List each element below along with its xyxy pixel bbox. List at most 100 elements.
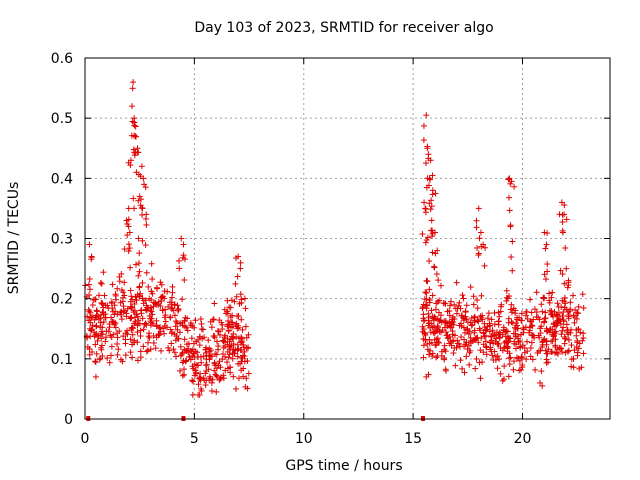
data-point bbox=[229, 350, 236, 357]
data-point bbox=[505, 194, 512, 201]
data-point bbox=[507, 354, 514, 361]
data-point bbox=[177, 367, 184, 374]
data-point bbox=[127, 287, 134, 294]
y-tick-label: 0.3 bbox=[51, 232, 73, 248]
data-point bbox=[100, 269, 107, 276]
data-point bbox=[131, 122, 138, 129]
data-point bbox=[544, 268, 551, 275]
data-point bbox=[533, 313, 540, 320]
data-point bbox=[458, 312, 465, 319]
data-point bbox=[99, 301, 106, 308]
data-point bbox=[165, 303, 172, 310]
data-point bbox=[119, 294, 126, 301]
data-point bbox=[227, 304, 234, 311]
data-point bbox=[126, 245, 133, 252]
data-point bbox=[464, 325, 471, 332]
data-point bbox=[518, 317, 525, 324]
data-point bbox=[426, 258, 433, 265]
data-point bbox=[176, 329, 183, 336]
data-point bbox=[437, 317, 444, 324]
data-point bbox=[128, 293, 135, 300]
data-point bbox=[459, 292, 466, 299]
data-point bbox=[206, 373, 213, 380]
data-point bbox=[182, 314, 189, 321]
data-point bbox=[208, 387, 215, 394]
x-tick-label: 15 bbox=[404, 431, 422, 447]
data-point bbox=[234, 341, 241, 348]
data-point bbox=[235, 360, 242, 367]
data-point bbox=[203, 346, 210, 353]
data-point bbox=[524, 338, 531, 345]
data-point bbox=[124, 220, 131, 227]
data-point bbox=[136, 250, 143, 257]
data-point bbox=[121, 279, 128, 286]
data-point bbox=[114, 285, 121, 292]
data-point bbox=[456, 340, 463, 347]
data-point bbox=[450, 321, 457, 328]
data-point bbox=[544, 230, 551, 237]
data-point bbox=[195, 336, 202, 343]
data-point bbox=[557, 320, 564, 327]
data-point bbox=[463, 353, 470, 360]
data-point bbox=[474, 297, 481, 304]
data-point bbox=[119, 358, 126, 365]
data-point bbox=[580, 330, 587, 337]
x-tick-label: 5 bbox=[190, 431, 199, 447]
data-point bbox=[198, 359, 205, 366]
data-point bbox=[196, 333, 203, 340]
data-point bbox=[182, 256, 189, 263]
data-point bbox=[136, 193, 143, 200]
data-point bbox=[446, 333, 453, 340]
data-point bbox=[507, 223, 514, 230]
data-point bbox=[426, 351, 433, 358]
data-point bbox=[504, 339, 511, 346]
chart-title: Day 103 of 2023, SRMTID for receiver alg… bbox=[194, 20, 493, 36]
data-point bbox=[130, 146, 137, 153]
data-point bbox=[144, 347, 151, 354]
data-point bbox=[169, 294, 176, 301]
data-point bbox=[492, 357, 499, 364]
data-point bbox=[138, 163, 145, 170]
data-point bbox=[542, 309, 549, 316]
data-point bbox=[533, 289, 540, 296]
data-point bbox=[131, 115, 138, 122]
data-point bbox=[100, 304, 107, 311]
data-point bbox=[131, 205, 138, 212]
data-point bbox=[179, 372, 186, 379]
data-point bbox=[528, 309, 535, 316]
data-point bbox=[186, 353, 193, 360]
data-point bbox=[423, 184, 430, 191]
data-point bbox=[129, 85, 136, 92]
data-point bbox=[446, 322, 453, 329]
data-point bbox=[449, 328, 456, 335]
data-point bbox=[428, 339, 435, 346]
data-point bbox=[511, 183, 518, 190]
data-point bbox=[457, 357, 464, 364]
data-point bbox=[425, 151, 432, 158]
data-point bbox=[120, 309, 127, 316]
data-point bbox=[557, 267, 564, 274]
data-point bbox=[103, 334, 110, 341]
data-point bbox=[148, 288, 155, 295]
data-point bbox=[437, 282, 444, 289]
data-point bbox=[145, 283, 152, 290]
data-point bbox=[176, 265, 183, 272]
data-point bbox=[174, 326, 181, 333]
data-point bbox=[429, 249, 436, 256]
data-point bbox=[131, 152, 138, 159]
data-point bbox=[571, 319, 578, 326]
data-point bbox=[216, 358, 223, 365]
data-point bbox=[189, 391, 196, 398]
data-point bbox=[87, 309, 94, 316]
data-point bbox=[491, 309, 498, 316]
y-tick-label: 0.2 bbox=[51, 292, 73, 308]
data-point bbox=[216, 377, 223, 384]
data-point bbox=[475, 318, 482, 325]
data-point bbox=[473, 335, 480, 342]
data-point bbox=[222, 332, 229, 339]
data-point bbox=[111, 311, 118, 318]
data-point bbox=[463, 302, 470, 309]
data-point bbox=[423, 373, 430, 380]
data-point bbox=[424, 302, 431, 309]
data-point bbox=[91, 316, 98, 323]
